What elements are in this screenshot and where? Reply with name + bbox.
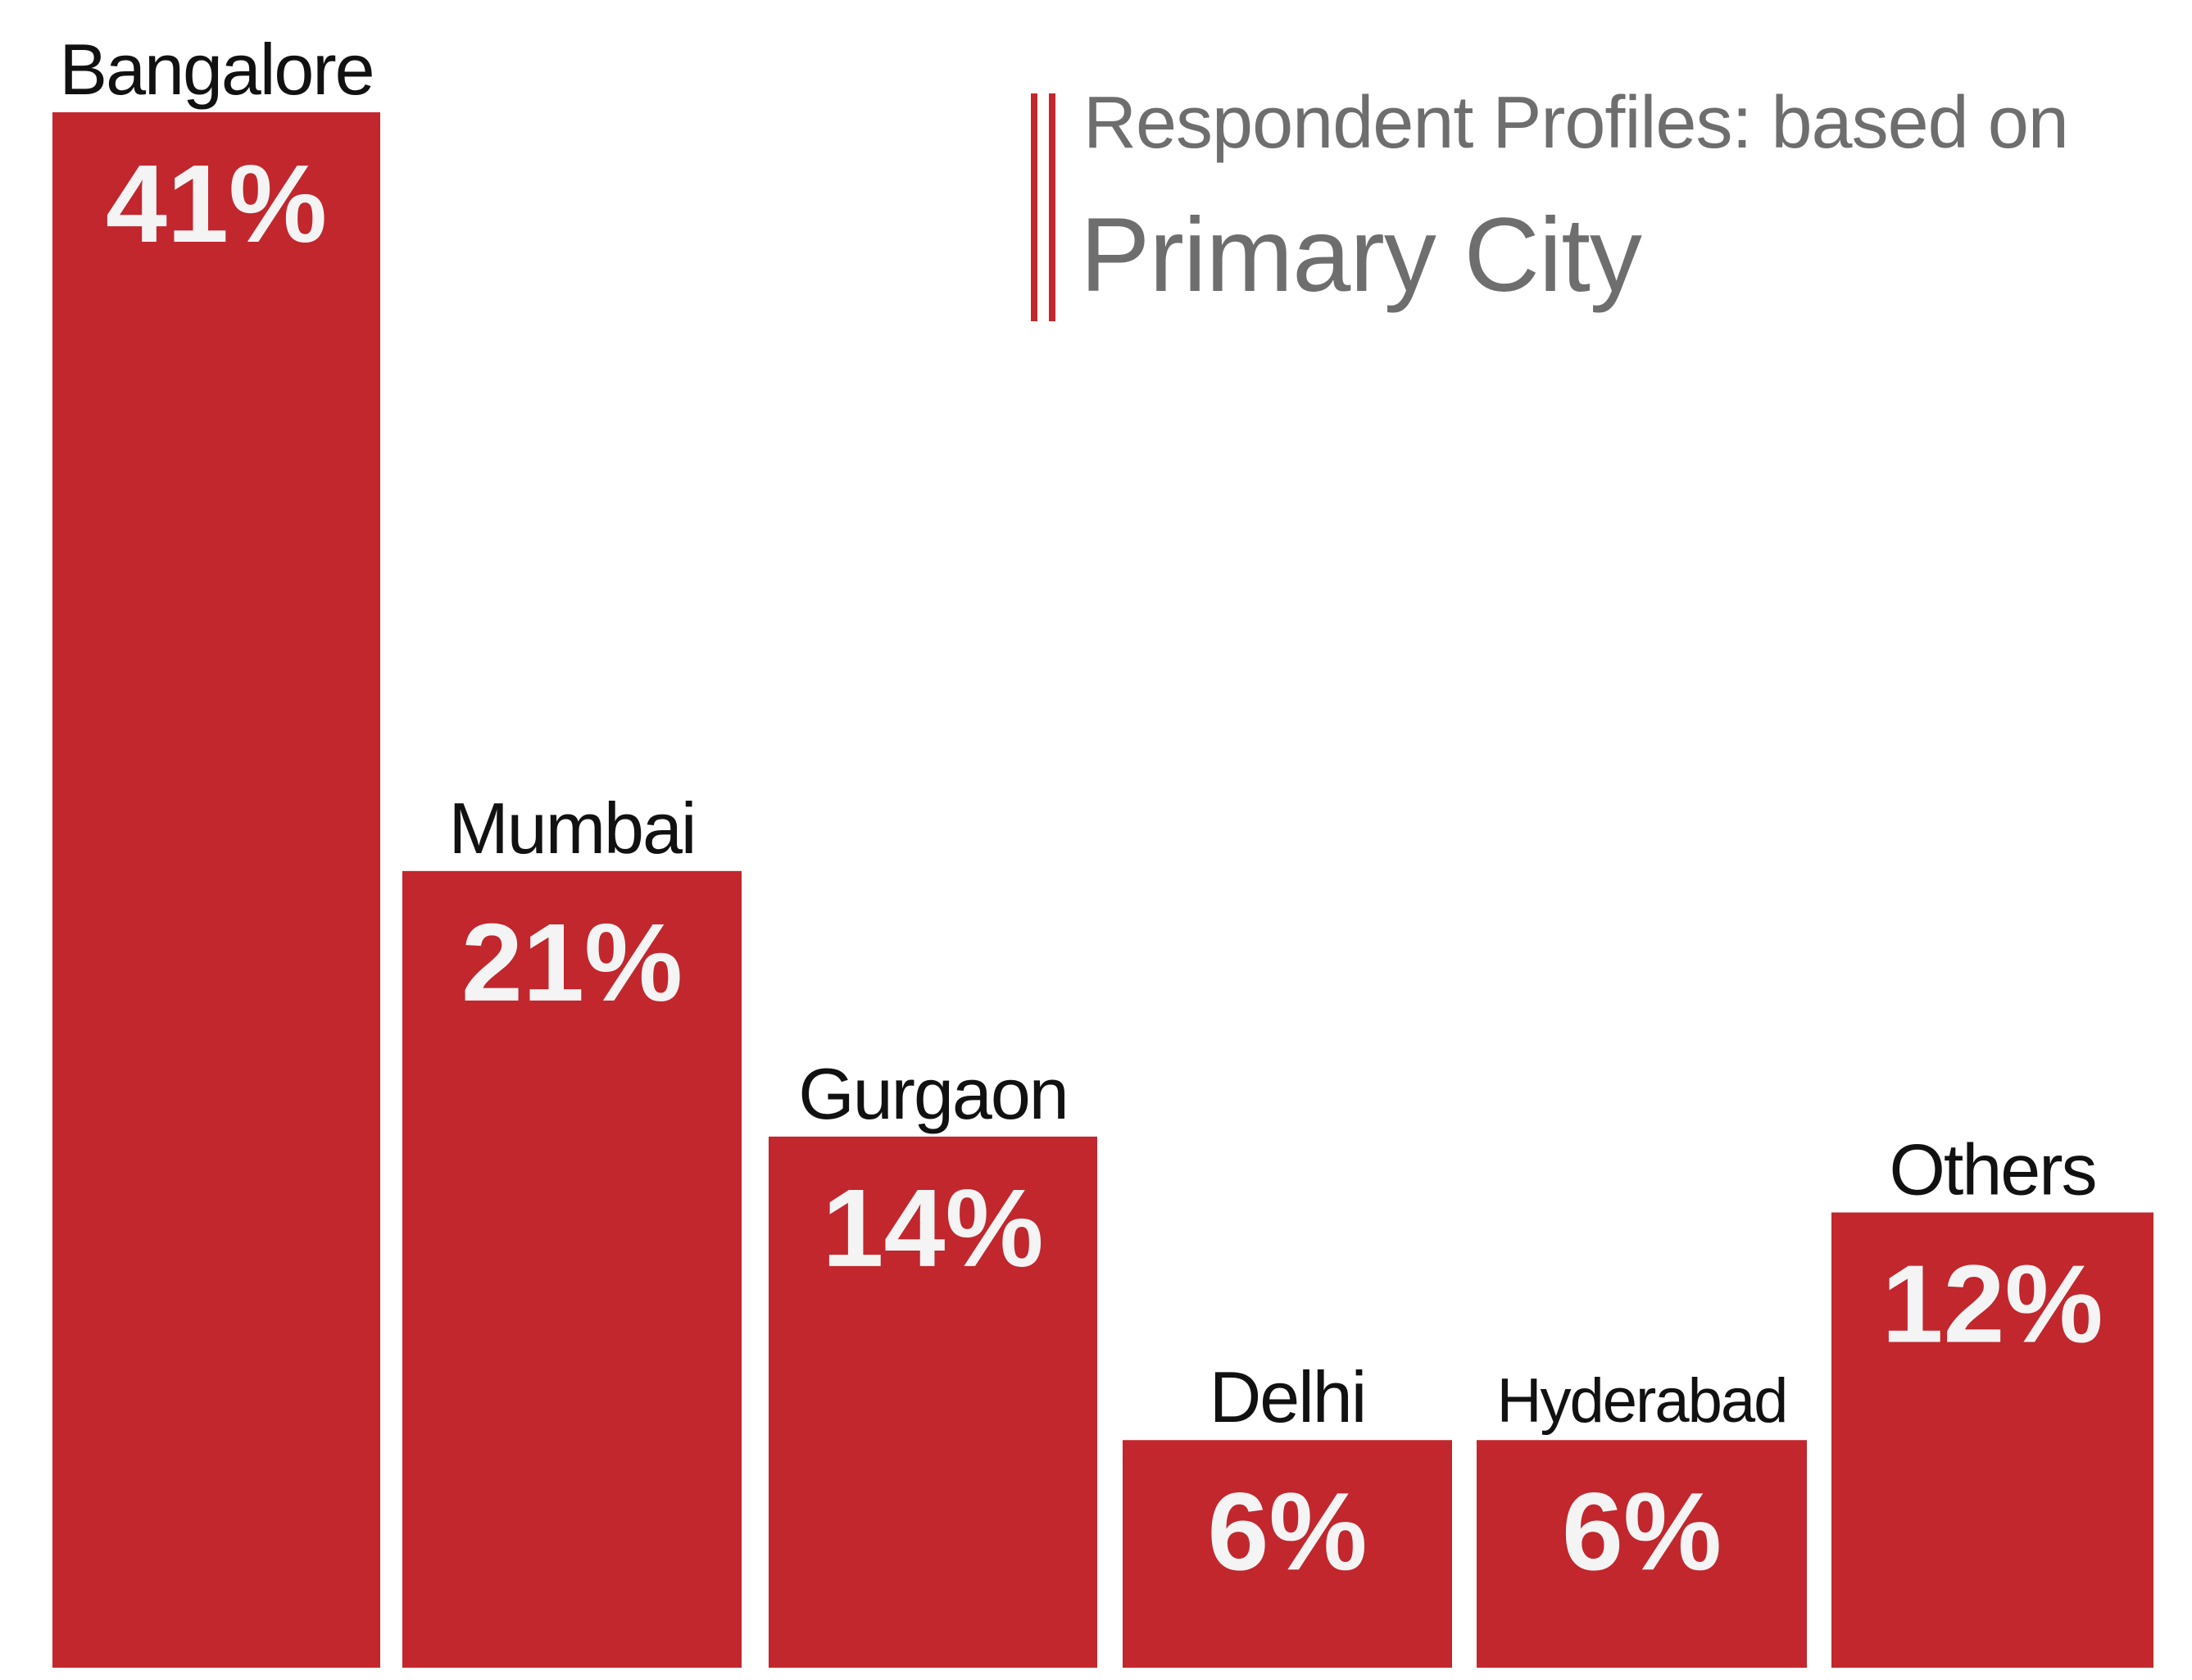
category-label-delhi: Delhi (1209, 1356, 1366, 1437)
bar-gurgaon (769, 1136, 1097, 1668)
category-labels-group: Bangalore Mumbai Gurgaon Delhi Hyderabad Othe… (59, 29, 2097, 1437)
bar-delhi (1123, 1440, 1452, 1668)
value-labels-group: 41% 21% 14% 6% 6% 12% (106, 142, 2104, 1593)
chart-title: Respondent Profiles: based on (1083, 82, 2069, 164)
category-label-gurgaon: Gurgaon (798, 1053, 1067, 1134)
bars-group (52, 112, 2153, 1668)
bar-mumbai (402, 870, 742, 1668)
category-label-mumbai: Mumbai (449, 788, 696, 869)
value-label-mumbai: 21% (461, 901, 683, 1024)
bar-hyderabad (1477, 1440, 1807, 1668)
category-label-bangalore: Bangalore (59, 29, 373, 110)
bar-bangalore (52, 112, 380, 1668)
value-label-others: 12% (1881, 1242, 2103, 1365)
category-label-others: Others (1889, 1128, 2095, 1210)
chart-subtitle: Primary City (1080, 197, 1642, 314)
value-label-delhi: 6% (1207, 1469, 1367, 1593)
value-label-gurgaon: 14% (822, 1166, 1043, 1290)
category-label-hyderabad: Hyderabad (1497, 1366, 1787, 1436)
title-accent-rule (1049, 93, 1055, 321)
value-label-hyderabad: 6% (1562, 1469, 1722, 1593)
title-accent-rule (1031, 93, 1037, 321)
value-label-bangalore: 41% (106, 142, 327, 266)
bar-others (1831, 1212, 2153, 1668)
